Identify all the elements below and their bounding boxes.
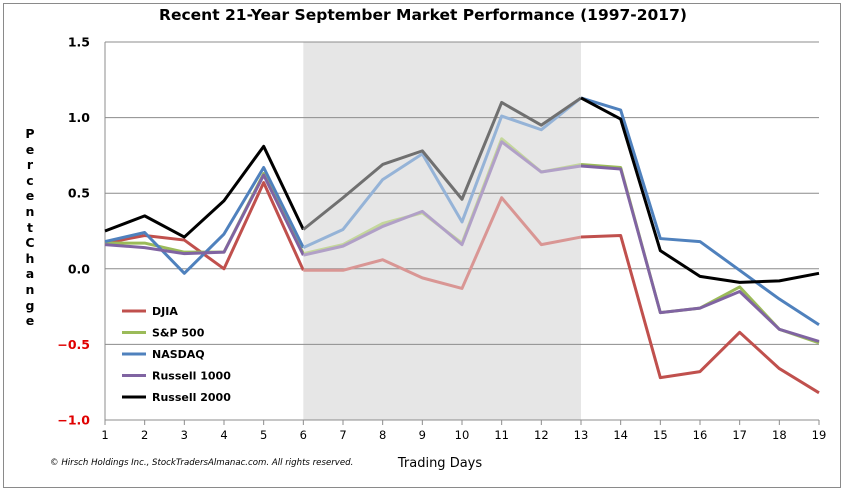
shaded-region-group xyxy=(303,42,581,420)
y-tick-label: −0.5 xyxy=(57,337,90,352)
y-axis-label-letter: c xyxy=(26,172,34,188)
y-axis-label-letter: g xyxy=(25,297,35,313)
y-tick-label: 0.5 xyxy=(68,186,90,201)
y-axis-label-letter: P xyxy=(25,126,35,141)
y-axis-label-letter: t xyxy=(27,219,33,235)
series-line-russell-2000-shaded xyxy=(302,96,582,231)
x-tick-label: 10 xyxy=(455,428,470,442)
x-tick-label: 2 xyxy=(141,428,148,442)
y-axis-label-letter: e xyxy=(25,141,35,157)
x-tick-label: 16 xyxy=(693,428,708,442)
series-lines xyxy=(104,96,820,395)
legend-label-russell-2000: Russell 2000 xyxy=(152,391,231,404)
y-axis-label-letter: a xyxy=(25,266,35,282)
x-tick-label: 14 xyxy=(613,428,628,442)
legend-label-djia: DJIA xyxy=(152,305,178,318)
y-tick-label: 1.5 xyxy=(68,35,90,50)
legend: DJIA S&P 500 NASDAQ Russell 1000 Russell 200… xyxy=(122,305,231,404)
x-tick-label: 4 xyxy=(220,428,227,442)
x-tick-label: 6 xyxy=(300,428,307,442)
legend-label-russell-1000: Russell 1000 xyxy=(152,370,231,383)
copyright-notice: © Hirsch Holdings Inc., StockTradersAlma… xyxy=(50,458,354,468)
x-tick-label: 11 xyxy=(494,428,509,442)
axes: 1.51.00.50.0−0.5−1.01 2 3 4 5 6 7 8 9 10 11 12 13 14 1… xyxy=(57,35,826,443)
chart-title: Recent 21-Year September Market Performa… xyxy=(159,6,687,24)
legend-label-s-p-500: S&P 500 xyxy=(152,327,205,340)
y-axis-label-letter: n xyxy=(25,203,35,219)
y-axis-label-letter: e xyxy=(25,188,35,204)
y-tick-label: 1.0 xyxy=(68,110,90,125)
x-tick-label: 8 xyxy=(379,428,386,442)
x-tick-label: 3 xyxy=(181,428,188,442)
y-axis-label-letter: C xyxy=(25,235,35,251)
x-tick-label: 5 xyxy=(260,428,267,442)
series-line-djia-shaded xyxy=(303,196,582,290)
x-tick-label: 9 xyxy=(419,428,426,442)
x-tick-label: 1 xyxy=(101,428,108,442)
chart-frame xyxy=(3,3,841,488)
y-tick-label: 0.0 xyxy=(68,261,90,276)
y-axis-label-letter: n xyxy=(25,281,35,297)
x-tick-label: 15 xyxy=(653,428,668,442)
y-axis-label-letter: h xyxy=(25,250,35,266)
x-tick-label: 13 xyxy=(574,428,589,442)
y-axis-label-letter: r xyxy=(26,157,34,173)
x-tick-label: 17 xyxy=(732,428,747,442)
series-line-russell-1000-post xyxy=(580,164,820,343)
series-line-s-p-500-post xyxy=(580,162,820,345)
x-tick-label: 7 xyxy=(339,428,346,442)
x-tick-label: 19 xyxy=(812,428,827,442)
x-tick-label: 12 xyxy=(534,428,549,442)
y-tick-label: −1.0 xyxy=(57,413,90,428)
series-line-russell-2000-post xyxy=(580,96,820,284)
legend-label-nasdaq: NASDAQ xyxy=(152,348,205,361)
shaded-region xyxy=(303,42,581,420)
series-line-russell-1000-shaded xyxy=(302,140,582,257)
series-line-djia-post xyxy=(580,234,820,395)
x-axis-label: Trading Days xyxy=(397,456,483,471)
series-line-nasdaq-post xyxy=(580,96,820,327)
series-line-russell-1000-pre xyxy=(104,173,305,256)
series-line-nasdaq-shaded xyxy=(302,96,582,249)
x-tick-label: 18 xyxy=(772,428,787,442)
y-axis-label-letter: e xyxy=(25,313,35,329)
series-line-russell-2000-pre xyxy=(104,144,305,239)
